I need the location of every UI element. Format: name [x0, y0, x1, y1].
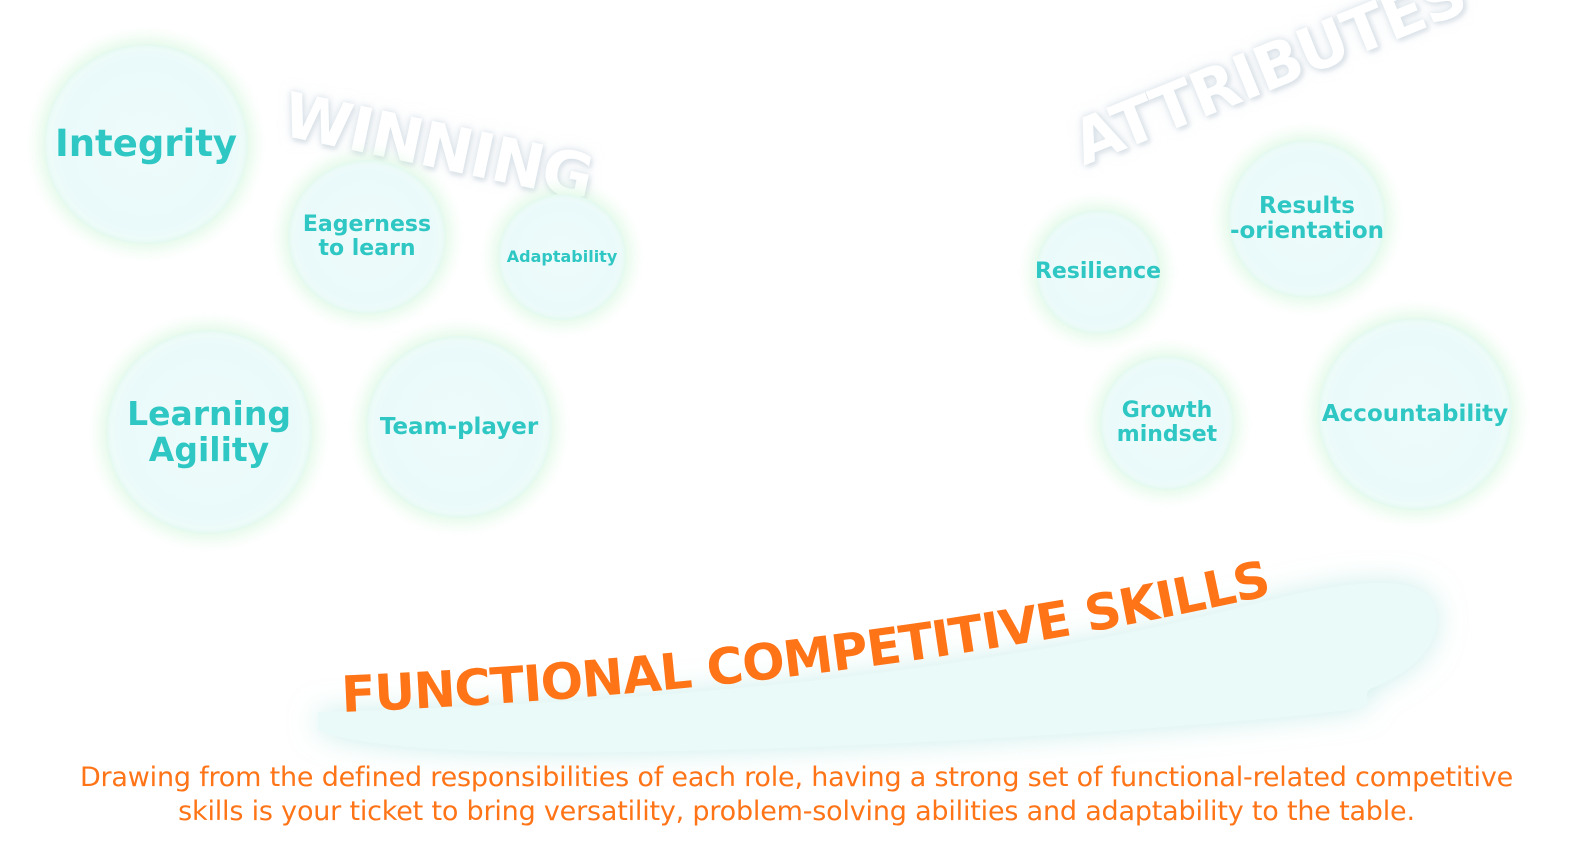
swoosh-shape — [318, 583, 1437, 753]
description-line-1: Drawing from the defined responsibilitie… — [79, 762, 1514, 793]
learning-agility-label: Learning Agility — [127, 396, 291, 467]
learning-line-1: Learning — [127, 394, 291, 434]
integrity-label: Integrity — [54, 122, 238, 166]
resilience-label: Resilience — [1034, 259, 1162, 285]
results-orientation-bubble: Results -orientation — [1228, 140, 1386, 298]
accountability-label: Accountability — [1321, 400, 1509, 427]
team-player-label: Team-player — [379, 413, 539, 440]
eagerness-line-2: to learn — [318, 236, 416, 261]
eagerness-line-1: Eagerness — [302, 212, 432, 238]
learning-line-2: Agility — [148, 430, 270, 469]
description: Drawing from the defined responsibilitie… — [0, 761, 1593, 829]
integrity-bubble: Integrity — [44, 44, 248, 244]
results-line-2: -orientation — [1229, 218, 1385, 244]
adaptability-label: Adaptability — [506, 247, 618, 267]
learning-agility-bubble: Learning Agility — [106, 330, 312, 534]
results-line-1: Results — [1259, 193, 1355, 220]
resilience-bubble: Resilience — [1034, 210, 1162, 334]
growth-mindset-label: Growth mindset — [1117, 399, 1217, 447]
accountability-bubble: Accountability — [1318, 318, 1512, 510]
description-line-2: skills is your ticket to bring versatili… — [178, 796, 1415, 827]
team-player-bubble: Team-player — [366, 336, 552, 518]
growth-line-1: Growth — [1121, 398, 1213, 424]
adaptability-bubble: Adaptability — [498, 194, 626, 320]
eagerness-to-learn-label: Eagerness to learn — [303, 213, 431, 261]
results-orientation-label: Results -orientation — [1230, 194, 1384, 244]
growth-mindset-bubble: Growth mindset — [1100, 356, 1234, 490]
growth-line-2: mindset — [1116, 422, 1218, 447]
eagerness-to-learn-bubble: Eagerness to learn — [288, 160, 446, 314]
